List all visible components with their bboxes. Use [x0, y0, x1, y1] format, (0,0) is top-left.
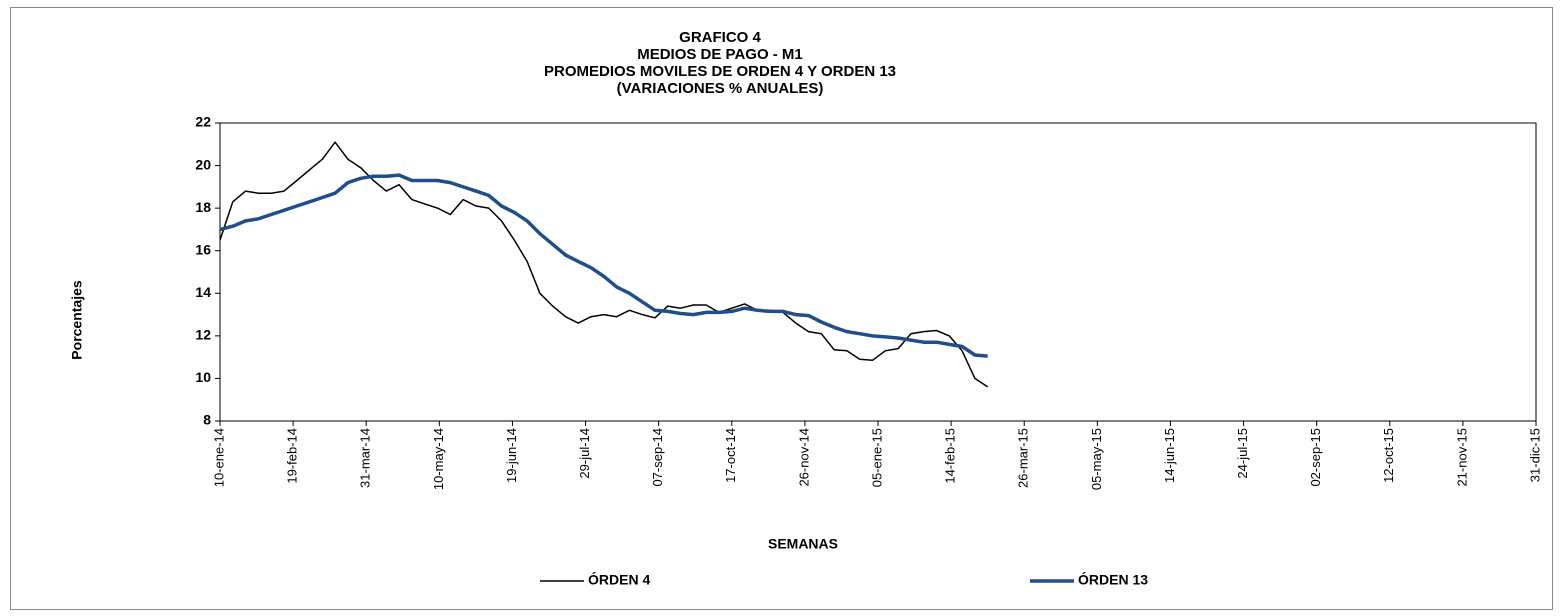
- y-axis-label: Porcentajes: [69, 280, 85, 360]
- y-tick-label: 16: [195, 241, 211, 257]
- x-tick-label: 14-feb-15: [943, 428, 958, 484]
- data-line: [219, 141, 989, 388]
- chart-title: PROMEDIOS MOVILES DE ORDEN 4 Y ORDEN 13: [544, 63, 896, 80]
- chart-title: (VARIACIONES % ANUALES): [617, 80, 824, 97]
- x-tick-label: 14-jun-15: [1162, 428, 1177, 483]
- x-tick-label: 31-mar-14: [358, 428, 373, 488]
- y-tick-label: 8: [203, 412, 211, 428]
- chart-title: MEDIOS DE PAGO - M1: [637, 46, 803, 63]
- x-tick-label: 07-sep-14: [650, 428, 665, 487]
- x-tick-label: 31-dic-15: [1527, 428, 1542, 482]
- data-line: [219, 173, 988, 358]
- x-tick-label: 02-sep-15: [1308, 428, 1323, 487]
- chart-border: [10, 7, 1553, 610]
- x-tick-label: 24-jul-15: [1235, 428, 1250, 479]
- x-tick-label: 12-oct-15: [1381, 428, 1396, 483]
- x-tick-label: 29-jul-14: [577, 428, 592, 479]
- x-tick-label: 05-may-15: [1089, 428, 1104, 490]
- y-tick-label: 10: [195, 369, 211, 385]
- y-tick-label: 20: [195, 156, 211, 172]
- legend-label: ÓRDEN 4: [588, 571, 650, 588]
- legend-label: ÓRDEN 13: [1078, 571, 1148, 588]
- x-tick-label: 10-may-14: [431, 428, 446, 490]
- x-tick-label: 19-feb-14: [285, 428, 300, 484]
- x-tick-label: 21-nov-15: [1454, 428, 1469, 487]
- y-tick-label: 22: [195, 114, 211, 130]
- x-tick-label: 05-ene-15: [869, 428, 884, 487]
- x-axis-label: SEMANAS: [768, 536, 838, 552]
- x-tick-label: 17-oct-14: [723, 428, 738, 483]
- x-tick-label: 10-ene-14: [211, 428, 226, 487]
- y-tick-label: 18: [195, 199, 211, 215]
- y-tick-label: 14: [195, 284, 211, 300]
- y-tick-label: 12: [195, 327, 211, 343]
- x-tick-label: 19-jun-14: [504, 428, 519, 483]
- chart-title: GRAFICO 4: [679, 29, 761, 46]
- x-tick-label: 26-mar-15: [1016, 428, 1031, 488]
- x-tick-label: 26-nov-14: [796, 428, 811, 487]
